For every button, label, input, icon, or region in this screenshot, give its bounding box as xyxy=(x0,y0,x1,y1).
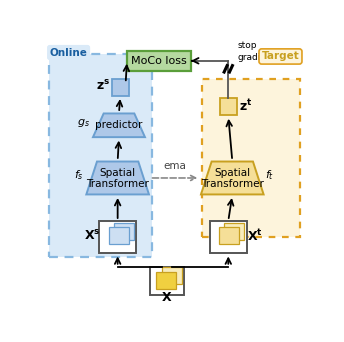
Polygon shape xyxy=(93,114,145,137)
Polygon shape xyxy=(201,161,264,195)
Text: $f_t$: $f_t$ xyxy=(265,169,274,182)
Bar xyxy=(224,223,244,240)
Text: $\mathbf{X}$: $\mathbf{X}$ xyxy=(161,291,173,304)
FancyBboxPatch shape xyxy=(49,54,152,257)
Text: $\mathbf{X}^\mathbf{t}$: $\mathbf{X}^\mathbf{t}$ xyxy=(247,228,263,244)
Text: $g_s$: $g_s$ xyxy=(76,117,89,129)
Bar xyxy=(127,51,191,71)
Text: $\mathbf{z}^\mathbf{t}$: $\mathbf{z}^\mathbf{t}$ xyxy=(239,98,252,113)
Bar xyxy=(112,79,129,96)
Text: $f_s$: $f_s$ xyxy=(74,169,84,182)
Bar xyxy=(99,221,136,253)
Bar xyxy=(150,267,184,294)
Text: predictor: predictor xyxy=(95,120,143,130)
Text: stop
gradient: stop gradient xyxy=(238,41,276,62)
Bar xyxy=(109,227,129,245)
Text: Target: Target xyxy=(261,52,299,62)
Text: Online: Online xyxy=(50,48,87,57)
Bar xyxy=(162,267,182,285)
Polygon shape xyxy=(86,161,149,195)
Text: $\mathbf{X}^\mathbf{s}$: $\mathbf{X}^\mathbf{s}$ xyxy=(84,229,100,243)
Text: Transformer: Transformer xyxy=(201,179,264,189)
Text: Spatial: Spatial xyxy=(214,168,250,178)
Bar xyxy=(114,223,134,240)
Text: $\mathbf{z}^\mathbf{s}$: $\mathbf{z}^\mathbf{s}$ xyxy=(96,79,110,93)
Text: Spatial: Spatial xyxy=(99,168,136,178)
Bar xyxy=(157,272,176,289)
Text: MoCo loss: MoCo loss xyxy=(131,56,187,66)
Bar xyxy=(209,221,247,253)
FancyBboxPatch shape xyxy=(202,79,300,237)
Text: Transformer: Transformer xyxy=(86,179,149,189)
Bar xyxy=(219,98,237,116)
Text: ema: ema xyxy=(163,161,186,171)
Bar xyxy=(219,227,239,245)
